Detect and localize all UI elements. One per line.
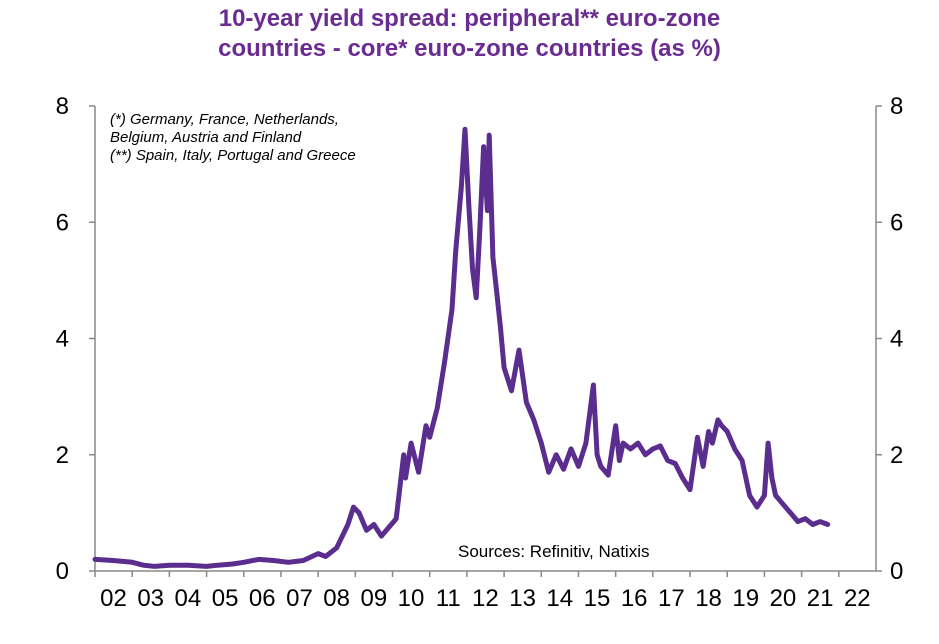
note-line-2: Belgium, Austria and Finland (110, 129, 302, 146)
note-line-3: (**) Spain, Italy, Portugal and Greece (110, 147, 356, 164)
x-tick-label: 18 (695, 585, 722, 612)
y-tick-label-left: 4 (56, 326, 69, 353)
y-tick-label-right: 0 (890, 558, 903, 585)
chart-title-line-1: 10-year yield spread: peripheral** euro-… (218, 5, 721, 32)
x-tick-label: 16 (621, 585, 648, 612)
notes: (*) Germany, France, Netherlands, Belgiu… (110, 111, 356, 164)
chart-title-line-2: countries - core* euro-zone countries (a… (218, 35, 721, 62)
spread-series-line (92, 126, 831, 569)
chart-title: 10-year yield spread: peripheral** euro-… (0, 4, 939, 64)
x-tick-label: 21 (807, 585, 834, 612)
y-tick-label-left: 6 (56, 209, 69, 236)
x-tick-label: 14 (546, 585, 573, 612)
x-tick-label: 06 (249, 585, 276, 612)
x-tick-label: 07 (286, 585, 313, 612)
x-tick-label: 17 (658, 585, 685, 612)
y-tick-label-left: 8 (56, 93, 69, 120)
axes: 0 02 24 46 68 802 03 04 05 06 07 08 09 10 11 12 13 14 15 16… (56, 93, 904, 612)
source-note: Sources: Refinitiv, Natixis (458, 542, 649, 561)
x-tick-label: 12 (472, 585, 499, 612)
plot-area (92, 126, 831, 569)
x-tick-label: 11 (436, 585, 461, 612)
x-tick-label: 15 (584, 585, 611, 612)
x-tick-label: 22 (844, 585, 871, 612)
x-tick-label: 10 (398, 585, 425, 612)
x-tick-label: 19 (732, 585, 759, 612)
x-tick-label: 08 (323, 585, 350, 612)
x-tick-label: 04 (175, 585, 202, 612)
x-tick-label: 02 (100, 585, 127, 612)
y-tick-label-left: 0 (56, 558, 69, 585)
y-tick-label-left: 2 (56, 442, 69, 469)
y-tick-label-right: 4 (890, 326, 903, 353)
x-tick-label: 13 (509, 585, 536, 612)
note-line-1: (*) Germany, France, Netherlands, (110, 111, 339, 128)
y-tick-label-right: 6 (890, 209, 903, 236)
x-tick-label: 09 (360, 585, 387, 612)
y-tick-label-right: 2 (890, 442, 903, 469)
x-tick-label: 20 (770, 585, 797, 612)
x-tick-label: 03 (137, 585, 164, 612)
x-tick-label: 05 (212, 585, 239, 612)
y-tick-label-right: 8 (890, 93, 903, 120)
